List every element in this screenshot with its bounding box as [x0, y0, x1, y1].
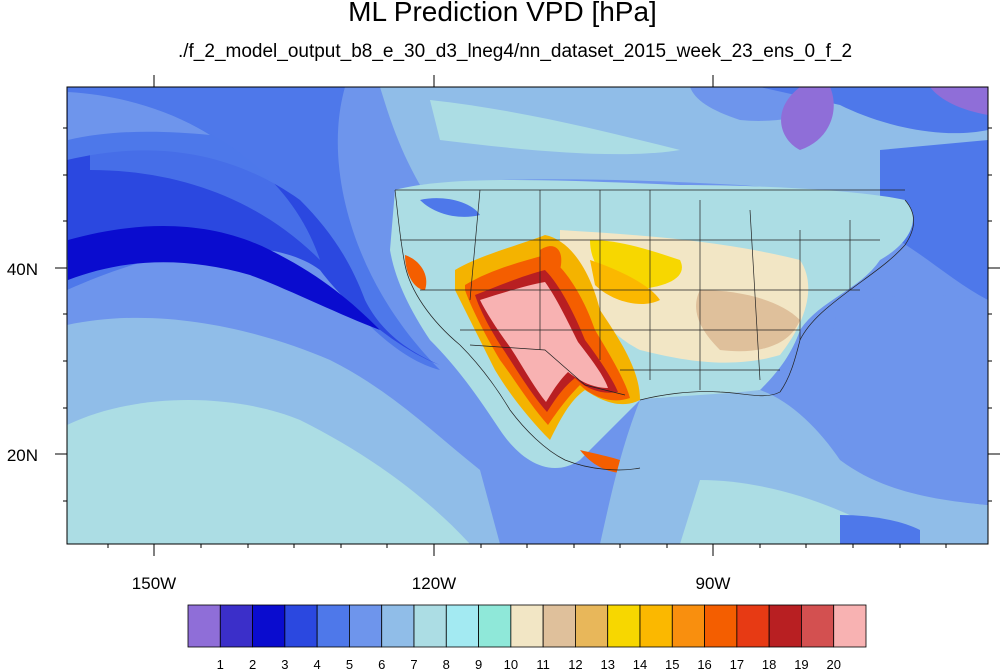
border-mexico [469, 344, 626, 396]
colorbar-swatch [316, 604, 350, 648]
field-kansas [590, 260, 660, 305]
colorbar-swatch [478, 604, 512, 648]
colorbar: 1 2 3 4 5 6 7 8 9 10 11 12 13 14 15 16 17 18 19 20 [187, 604, 867, 672]
colorbar-swatch [736, 604, 770, 648]
field-labrador-low [930, 87, 988, 115]
colorbar-label: 16 [697, 657, 711, 672]
colorbar-label: 12 [568, 657, 582, 672]
state-lines-ns [469, 189, 851, 390]
field-gulf-of-alaska [90, 95, 320, 260]
field-california-patch [405, 255, 427, 290]
colorbar-swatch [768, 604, 802, 648]
colorbar-swatch [704, 604, 738, 648]
x-tick-label: 90W [696, 574, 731, 593]
colorbar-label: 1 [217, 657, 224, 672]
colorbar-swatch [671, 604, 705, 648]
field-pacific-band [67, 150, 440, 365]
coastlines [394, 189, 914, 471]
colorbar-label: 4 [314, 657, 321, 672]
colorbar-label: 3 [281, 657, 288, 672]
field-ne-pacific [68, 92, 210, 140]
colorbar-label: 17 [730, 657, 744, 672]
y-tick-label: 20N [7, 446, 38, 465]
field-caribbean [680, 480, 860, 544]
colorbar-swatch [284, 604, 318, 648]
colorbar-label: 10 [504, 657, 518, 672]
colorbar-swatch [639, 604, 673, 648]
colorbar-label: 11 [536, 657, 550, 672]
colorbar-swatch [510, 604, 544, 648]
colorbar-label: 14 [633, 657, 647, 672]
colorbar-label: 8 [443, 657, 450, 672]
field-atlantic-north [880, 140, 988, 300]
colorbar-swatch [445, 604, 479, 648]
colorbar-label: 2 [249, 657, 256, 672]
colorbar-label: 13 [600, 657, 614, 672]
field-canada-patch [430, 100, 680, 155]
chart-title: ML Prediction VPD [hPa] [348, 0, 657, 27]
colorbar-label: 18 [762, 657, 776, 672]
field-caribbean-low [840, 515, 920, 544]
colorbar-swatch [187, 604, 221, 648]
colorbar-label: 19 [794, 657, 808, 672]
field-midsouth [696, 290, 800, 352]
coast-pacific [394, 189, 641, 471]
colorbar-swatch [607, 604, 641, 648]
colorbar-swatch [252, 604, 286, 648]
colorbar-swatch [542, 604, 576, 648]
field-tropical-pacific [67, 400, 470, 544]
colorbar-swatch [801, 604, 835, 648]
colorbar-label: 20 [826, 657, 840, 672]
axis-ticks [55, 75, 1000, 556]
state-lines-ew [400, 239, 880, 371]
colorbar-label: 5 [346, 657, 353, 672]
field-pacific-core [68, 226, 380, 330]
x-tick-label: 120W [412, 574, 456, 593]
colorbar-swatch [381, 604, 415, 648]
field-utah-patch [540, 246, 562, 275]
colorbar-swatch [219, 604, 253, 648]
colorbar-label: 6 [378, 657, 385, 672]
colorbar-label: 15 [665, 657, 679, 672]
field-quebec-low [781, 87, 834, 150]
y-tick-label: 40N [7, 260, 38, 279]
field-atlantic [829, 295, 988, 505]
field-layer [67, 87, 988, 544]
chart-subtitle: ./f_2_model_output_b8_e_30_d3_lneg4/nn_d… [177, 41, 853, 62]
x-tick-label: 150W [132, 574, 176, 593]
colorbar-label: 7 [410, 657, 417, 672]
colorbar-swatch [833, 604, 867, 648]
colorbar-label: 9 [475, 657, 482, 672]
colorbar-swatch [413, 604, 447, 648]
colorbar-swatch [349, 604, 383, 648]
colorbar-swatch [575, 604, 609, 648]
field-pacific-northwest [420, 198, 480, 217]
field-southwest-max [480, 282, 608, 402]
